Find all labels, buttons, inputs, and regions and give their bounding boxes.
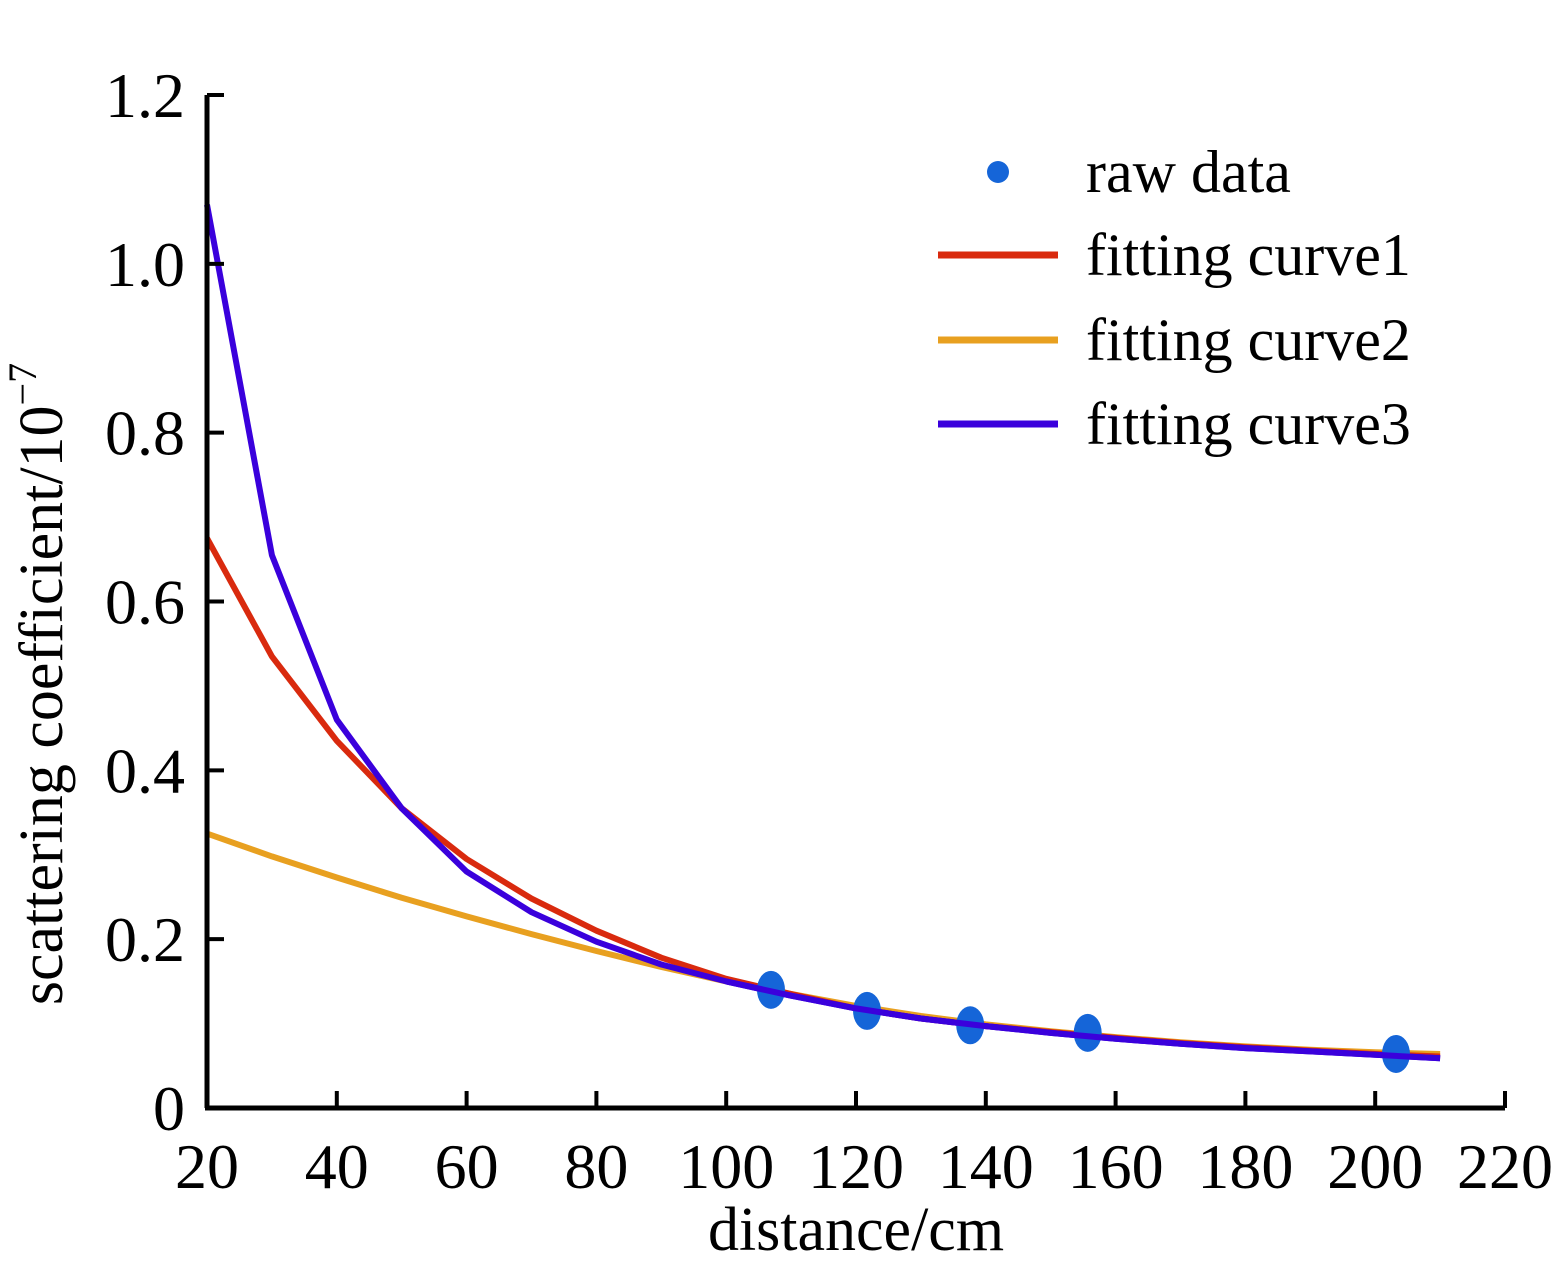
x-tick-label: 160 xyxy=(1068,1131,1164,1202)
legend-label: fitting curve2 xyxy=(1086,307,1411,373)
x-tick-label: 140 xyxy=(938,1131,1034,1202)
y-axis-title: scattering coefficient/10−7 xyxy=(0,363,76,1005)
x-tick-label: 60 xyxy=(435,1131,499,1202)
y-ticks: 0 0.2 0.4 0.6 0.8 1.0 1.2 xyxy=(105,60,224,1144)
legend-marker-dot xyxy=(987,161,1009,183)
series-fitting-curve2 xyxy=(206,830,1441,1057)
y-tick-label: 0 xyxy=(153,1073,185,1144)
legend-item: fitting curve1 xyxy=(938,222,1411,288)
y-tick-label: 0.8 xyxy=(105,398,185,469)
y-tick-label: 0.2 xyxy=(105,904,185,975)
x-tick-label: 200 xyxy=(1327,1131,1423,1202)
legend-label: fitting curve3 xyxy=(1086,391,1411,457)
legend-item: fitting curve2 xyxy=(938,307,1411,373)
x-tick-label: 220 xyxy=(1457,1131,1553,1202)
axes: 0 0.2 0.4 0.6 0.8 1.0 1.2 20 40 60 80 100 120 140 160… xyxy=(105,60,1553,1202)
y-tick-label: 1.0 xyxy=(105,229,185,300)
x-tick-label: 180 xyxy=(1197,1131,1293,1202)
x-tick-label: 100 xyxy=(678,1131,774,1202)
x-tick-label: 120 xyxy=(808,1131,904,1202)
series-fitting-curve3-overlay xyxy=(725,978,1441,1062)
points-layer xyxy=(725,970,1441,1073)
legend-item: fitting curve3 xyxy=(938,391,1411,457)
x-tick-label: 20 xyxy=(175,1131,239,1202)
legend-label: raw data xyxy=(1086,139,1291,205)
x-tick-label: 40 xyxy=(305,1131,369,1202)
x-axis-title: distance/cm xyxy=(708,1196,1004,1264)
y-tick-label: 0.6 xyxy=(105,567,185,638)
x-tick-label: 80 xyxy=(564,1131,628,1202)
legend-label: fitting curve1 xyxy=(1086,222,1411,288)
y-tick-label: 1.2 xyxy=(105,60,185,131)
x-ticks: 20 40 60 80 100 120 140 160 180 200 220 xyxy=(175,1091,1553,1202)
legend-item: raw data xyxy=(987,139,1291,205)
raw-data-point xyxy=(1073,1013,1102,1052)
y-axis-title-main: scattering coefficient/10 xyxy=(8,405,76,1005)
y-axis-title-exponent: −7 xyxy=(0,363,45,406)
y-tick-label: 0.4 xyxy=(105,735,185,806)
legend: raw data fitting curve1 fitting curve2 fitt… xyxy=(938,139,1411,457)
